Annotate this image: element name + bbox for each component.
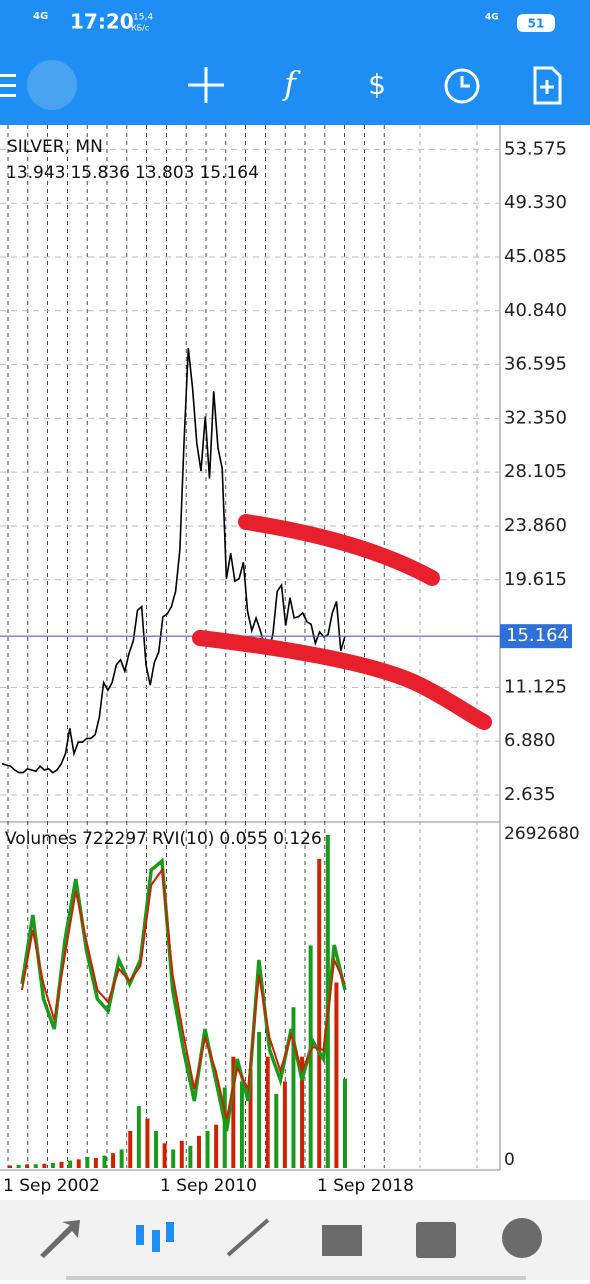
y-tick-label: 28.105 — [504, 461, 567, 482]
volume-bar — [291, 1007, 296, 1168]
messages-tab[interactable] — [502, 1218, 542, 1258]
y-tick-label: 19.615 — [504, 569, 567, 590]
nav-indicator — [66, 1276, 526, 1280]
volume-bar — [50, 1163, 55, 1168]
ohlc: 13.943 15.836 13.803 15.164 — [6, 163, 259, 183]
volume-bar — [308, 945, 313, 1168]
crosshair-button[interactable] — [188, 67, 224, 103]
y-tick-label: 45.085 — [504, 246, 567, 267]
volume-bar — [25, 1164, 30, 1168]
volume-bar — [162, 1143, 167, 1168]
volume-bar — [171, 1149, 176, 1168]
price-line — [1, 347, 346, 774]
volume-tick-label: 0 — [504, 1150, 515, 1170]
top-bar — [0, 0, 590, 125]
x-tick-label: 1 Sep 2010 — [160, 1176, 257, 1196]
trade-tab[interactable] — [226, 1218, 270, 1257]
volume-bar — [154, 1130, 159, 1168]
volume-bar — [111, 1153, 116, 1168]
timeframe-button[interactable] — [444, 68, 480, 104]
volume-bar — [248, 1069, 253, 1168]
drawn-support — [192, 630, 492, 730]
new-order-button[interactable] — [533, 66, 562, 105]
current-price-label: 15.164 — [506, 625, 569, 646]
y-tick-label: 11.125 — [504, 676, 567, 697]
volume-header-part: 722297 — [82, 829, 147, 849]
trade-button[interactable]: $ — [368, 68, 386, 101]
volume-bar — [128, 1130, 133, 1168]
y-tick-label: 53.575 — [504, 138, 567, 159]
volume-bar — [257, 1031, 262, 1168]
y-tick-label: 36.595 — [504, 354, 567, 375]
volume-bar — [239, 1081, 244, 1168]
ohlc-value: 13.943 — [6, 163, 65, 183]
volume-bar — [8, 1165, 12, 1168]
y-tick-label: 49.330 — [504, 192, 567, 213]
speed-unit: КБ/с — [131, 24, 149, 33]
x-tick-label: 1 Sep 2002 — [3, 1176, 100, 1196]
battery-level: 51 — [528, 17, 545, 31]
network: 4G — [33, 11, 48, 22]
volume-bar — [179, 1140, 184, 1168]
y-tick-label: 32.350 — [504, 407, 567, 428]
volume-bar — [334, 982, 339, 1168]
ohlc-value: 15.836 — [70, 163, 129, 183]
menu-icon[interactable] — [0, 74, 16, 97]
volume-bar — [136, 1106, 141, 1168]
volume-bar — [317, 858, 322, 1168]
volume-bar — [300, 1056, 305, 1168]
volume-bar — [196, 1135, 201, 1168]
network-right: 4G — [485, 13, 499, 23]
y-tick-label: 6.880 — [504, 730, 556, 751]
volume-bar — [205, 1130, 210, 1168]
volume-bar — [145, 1118, 150, 1168]
volume-bar — [93, 1158, 98, 1168]
y-tick-label: 40.840 — [504, 300, 567, 321]
rvi-line — [21, 867, 346, 1120]
volume-bar — [76, 1159, 81, 1168]
symbol: SILVER, MN — [7, 137, 103, 157]
rvi-line — [20, 857, 347, 1132]
bottom-nav — [0, 1200, 590, 1280]
y-tick-label: 2.635 — [504, 784, 556, 805]
volume-header-part: 0.055 — [219, 829, 268, 849]
volume-header-part: Volumes — [5, 829, 77, 849]
volume-bar — [68, 1160, 73, 1168]
volume-bar — [343, 1078, 347, 1168]
news-tab[interactable] — [416, 1222, 456, 1258]
volume-bar — [85, 1156, 90, 1168]
volume-bar — [274, 1093, 279, 1168]
ohlc-value: 15.164 — [199, 163, 258, 183]
volume-bar — [33, 1164, 38, 1168]
volume-bar — [59, 1161, 64, 1168]
volume-bar — [265, 1056, 270, 1168]
volume-header-part: 0.126 — [273, 829, 322, 849]
volume-bar — [214, 1124, 219, 1168]
volume-bar — [231, 1056, 236, 1168]
chart-tab[interactable] — [136, 1222, 174, 1252]
volume-bar — [282, 1081, 287, 1168]
ohlc-value: 13.803 — [135, 163, 194, 183]
quotes-tab[interactable] — [40, 1220, 80, 1258]
volume-tick-label: 2692680 — [504, 824, 580, 844]
app-logo — [27, 60, 77, 110]
chart: 53.575 49.330 45.085 40.840 36.595 32.350 28.1… — [0, 125, 580, 1196]
speed: 15,4 — [133, 13, 153, 23]
battery — [517, 14, 555, 32]
volume-header-part: RVI(10) — [152, 829, 214, 849]
volume-header: Volumes 722297 RVI(10) 0.055 0.126 — [5, 829, 322, 849]
volume-bar — [42, 1163, 47, 1168]
volume-bar — [16, 1164, 21, 1168]
volume-bar — [188, 1145, 193, 1168]
volume-bar — [102, 1155, 107, 1168]
y-tick-label: 23.860 — [504, 515, 567, 536]
volume-bar — [119, 1149, 124, 1168]
x-tick-label: 1 Sep 2018 — [317, 1176, 414, 1196]
drawn-resistance — [238, 514, 440, 586]
clock: 17:20 — [70, 10, 134, 34]
current-price-box — [500, 624, 572, 649]
history-tab[interactable] — [322, 1225, 362, 1256]
